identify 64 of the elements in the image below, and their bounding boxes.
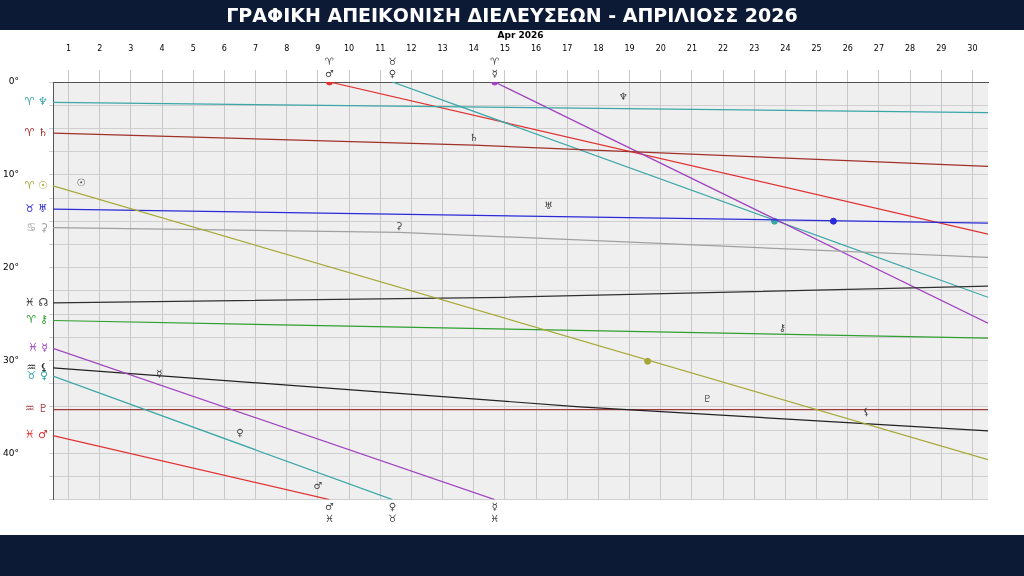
annotation: ♅ <box>544 199 554 211</box>
x-tick-label: 7 <box>253 44 259 54</box>
x-tick-label: 1 <box>66 44 72 54</box>
point <box>829 217 837 225</box>
x-tick-label: 6 <box>221 44 227 54</box>
annotation: ♂ <box>313 479 323 491</box>
series-label: ♉ ♅ <box>24 202 48 215</box>
x-tick-label: 19 <box>624 44 635 54</box>
y-tick-label: 20° <box>3 261 19 272</box>
annotation: ☿ ♓ <box>490 501 500 525</box>
series-label: ♈ ♄ <box>24 125 48 139</box>
series-label: ♒ ♇ <box>24 402 48 416</box>
x-tick-label: 18 <box>593 44 604 54</box>
x-tick-label: 4 <box>159 44 165 54</box>
x-tick-label: 3 <box>128 44 134 54</box>
annotation: ♆ <box>618 90 628 102</box>
x-tick-label: 17 <box>562 44 573 54</box>
series-label: ♈ ☉ <box>24 178 48 192</box>
series-label: ♓ ☿ <box>27 341 48 355</box>
annotation: ♂ ♓ <box>324 501 334 525</box>
chart-title: ΓΡΑΦΙΚΗ ΑΠΕΙΚΟΝΙΣΗ ΔΙΕΛΕΥΣΕΩΝ - ΑΠΡΙΛΙΟΣΣ 2026 <box>225 3 799 28</box>
x-tick-label: 10 <box>343 44 355 54</box>
x-tick-label: 13 <box>437 44 448 54</box>
annotation: ♈ ♂ <box>324 55 334 79</box>
x-tick-label: 2 <box>97 44 103 54</box>
series-label: ♈ ♆ <box>24 95 48 109</box>
x-tick-label: 22 <box>717 44 729 54</box>
annotation: ♀ <box>236 426 244 438</box>
x-tick-label: 14 <box>468 44 479 54</box>
annotation: ☉ <box>76 177 86 189</box>
x-tick-label: 11 <box>375 44 386 54</box>
x-tick-label: 29 <box>936 44 947 54</box>
annotation: ♉ ♀ <box>387 55 397 79</box>
x-tick-label: 25 <box>811 44 822 54</box>
x-tick-label: 28 <box>904 44 916 54</box>
x-tick-label: 23 <box>749 44 760 54</box>
x-tick-label: 5 <box>190 44 196 54</box>
series-label: ♈ ⚷ <box>26 313 48 327</box>
x-tick-label: 21 <box>686 44 698 54</box>
series-label: ♓ ☊ <box>24 295 49 309</box>
series-label: ♓ ♂ <box>24 428 48 442</box>
annotation: ♇ <box>703 392 712 404</box>
annotation: ♈ ☿ <box>490 55 500 79</box>
x-tick-label: 30 <box>967 44 978 54</box>
annotation: ⚸ <box>862 406 871 418</box>
x-tick-label: 15 <box>499 44 511 54</box>
x-tick-label: 24 <box>780 44 791 54</box>
x-tick-label: 9 <box>315 44 321 54</box>
annotation: ♄ <box>469 131 479 143</box>
x-tick-label: 26 <box>842 44 853 54</box>
y-tick-label: 30° <box>3 354 19 365</box>
chart-subtitle: Apr 2026 <box>497 29 544 40</box>
annotation: ⚷ <box>778 322 786 334</box>
series-label: ♋ ⚳ <box>26 220 48 234</box>
x-tick-label: 20 <box>655 44 666 54</box>
x-tick-label: 12 <box>406 44 417 54</box>
annotation: ⚳ <box>395 219 403 231</box>
y-tick-label: 40° <box>3 447 19 458</box>
x-tick-label: 27 <box>873 44 885 54</box>
annotation: ♀ ♉ <box>387 501 397 525</box>
x-tick-label: 8 <box>284 44 290 54</box>
y-tick-label: 10° <box>3 169 19 180</box>
y-tick-label: 0° <box>8 76 19 87</box>
x-tick-label: 16 <box>530 44 542 54</box>
